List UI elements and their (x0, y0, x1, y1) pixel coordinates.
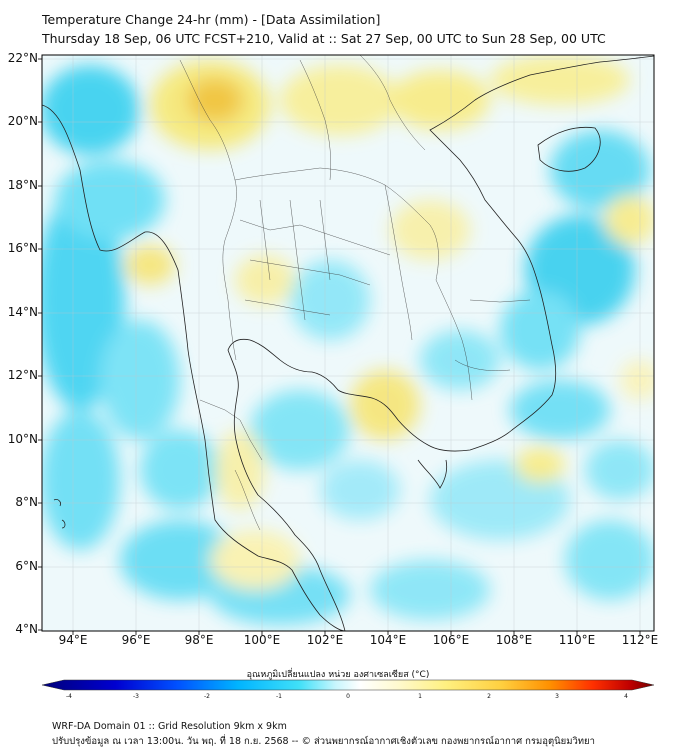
map-subtitle: Thursday 18 Sep, 06 UTC FCST+210, Valid … (42, 31, 606, 46)
lat-label: 16°N (7, 241, 38, 255)
lat-label: 14°N (7, 305, 38, 319)
colorbar-title: อุณหภูมิเปลี่ยนแปลง หน่วย องศาเซลเซียส (… (246, 670, 430, 680)
lat-label: 18°N (7, 178, 38, 192)
lat-label: 12°N (7, 368, 38, 382)
lon-label: 96°E (121, 633, 151, 647)
map-frame (41, 54, 655, 632)
lon-label: 104°E (369, 633, 407, 647)
footer-credit: ปรับปรุงข้อมูล ณ เวลา 13:00น. วัน พฤ. ที… (52, 736, 595, 747)
lat-label: 4°N (15, 622, 38, 636)
colorbar-tick: 3 (555, 693, 559, 700)
colorbar-tick: -3 (133, 693, 139, 700)
lat-label: 10°N (7, 432, 38, 446)
colorbar-tick: -4 (66, 693, 72, 700)
lon-label: 94°E (58, 633, 88, 647)
axis-ticks (38, 58, 641, 635)
colorbar-tick: 2 (487, 693, 491, 700)
lat-label: 20°N (7, 114, 38, 128)
colorbar-tick: 4 (624, 693, 628, 700)
lon-label: 110°E (558, 633, 596, 647)
lon-label: 108°E (495, 633, 533, 647)
lat-label: 8°N (15, 495, 38, 509)
lat-label: 22°N (7, 51, 38, 65)
map-field (42, 55, 654, 631)
coastlines (42, 55, 654, 631)
lon-label: 106°E (432, 633, 470, 647)
lon-label: 98°E (184, 633, 214, 647)
colorbar-tick: -2 (204, 693, 210, 700)
admin-borders (179, 55, 531, 531)
footer-model-info: WRF-DA Domain 01 :: Grid Resolution 9km … (52, 721, 287, 732)
lon-label: 112°E (621, 633, 659, 647)
colorbar-tick: -1 (276, 693, 282, 700)
colorbar-tick: 1 (418, 693, 422, 700)
colorbar-tick: 0 (346, 693, 350, 700)
lon-label: 102°E (306, 633, 344, 647)
map-title: Temperature Change 24-hr (mm) - [Data As… (42, 12, 381, 27)
lat-label: 6°N (15, 559, 38, 573)
lon-label: 100°E (243, 633, 281, 647)
